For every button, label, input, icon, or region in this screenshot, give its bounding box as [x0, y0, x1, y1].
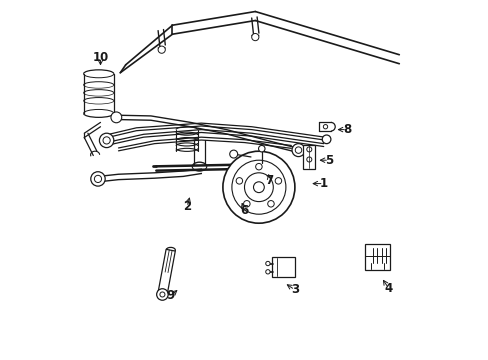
Circle shape	[243, 201, 249, 207]
Circle shape	[258, 145, 264, 152]
Circle shape	[160, 292, 164, 297]
Circle shape	[255, 163, 262, 170]
Circle shape	[91, 172, 105, 186]
Circle shape	[111, 112, 122, 123]
Circle shape	[265, 261, 269, 266]
Circle shape	[99, 133, 114, 148]
Circle shape	[244, 173, 273, 202]
FancyBboxPatch shape	[272, 257, 295, 277]
FancyBboxPatch shape	[303, 145, 315, 169]
Circle shape	[322, 135, 330, 144]
Text: 10: 10	[92, 51, 108, 64]
Circle shape	[229, 150, 237, 158]
Text: 1: 1	[319, 177, 327, 190]
Text: 5: 5	[325, 154, 332, 167]
Text: 4: 4	[384, 282, 392, 294]
Circle shape	[306, 157, 311, 162]
Circle shape	[156, 289, 168, 300]
Circle shape	[251, 33, 258, 41]
Circle shape	[223, 151, 294, 223]
Circle shape	[291, 144, 305, 157]
Circle shape	[253, 182, 264, 193]
Circle shape	[275, 177, 281, 184]
Text: 8: 8	[342, 123, 350, 136]
Circle shape	[103, 137, 110, 144]
Circle shape	[236, 177, 242, 184]
Circle shape	[158, 46, 165, 53]
Circle shape	[94, 175, 102, 183]
Polygon shape	[158, 249, 175, 295]
Circle shape	[231, 160, 285, 214]
Text: 6: 6	[240, 204, 248, 217]
Circle shape	[306, 147, 311, 152]
Text: 9: 9	[166, 289, 175, 302]
Text: 7: 7	[265, 174, 273, 186]
Text: 2: 2	[183, 201, 191, 213]
Circle shape	[323, 125, 327, 129]
Circle shape	[265, 270, 269, 274]
Text: 3: 3	[290, 283, 298, 296]
Circle shape	[267, 201, 274, 207]
FancyBboxPatch shape	[364, 244, 389, 270]
Circle shape	[295, 147, 301, 153]
